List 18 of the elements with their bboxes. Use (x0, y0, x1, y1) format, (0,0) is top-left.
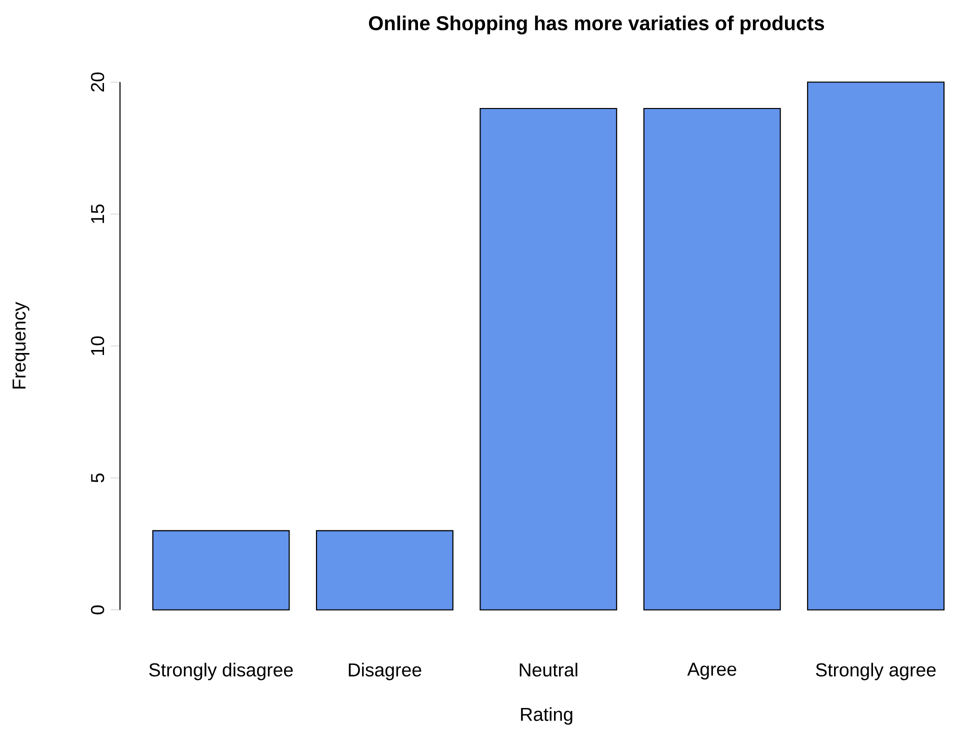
x-tick-label: Agree (687, 662, 736, 680)
bar (807, 82, 945, 610)
y-tick-label: 10 (90, 336, 104, 355)
y-tick-label: 5 (91, 474, 104, 482)
x-tick-label: Disagree (348, 662, 422, 680)
x-tick-label: Neutral (520, 662, 578, 677)
y-axis-title: Frequency (12, 302, 30, 389)
y-tick-label: 15 (91, 204, 104, 224)
x-tick-label: Strongly disagree (149, 662, 293, 680)
bar (152, 530, 290, 610)
chart-title: Online Shopping has more variaties of products (368, 16, 824, 34)
x-tick-label: Strongly agree (816, 662, 936, 680)
y-tick-label: 0 (90, 605, 104, 614)
bar (316, 530, 454, 610)
y-tick-label: 20 (90, 72, 104, 92)
bar (480, 108, 618, 610)
x-axis-title: Rating (521, 707, 572, 725)
bar (643, 108, 781, 610)
